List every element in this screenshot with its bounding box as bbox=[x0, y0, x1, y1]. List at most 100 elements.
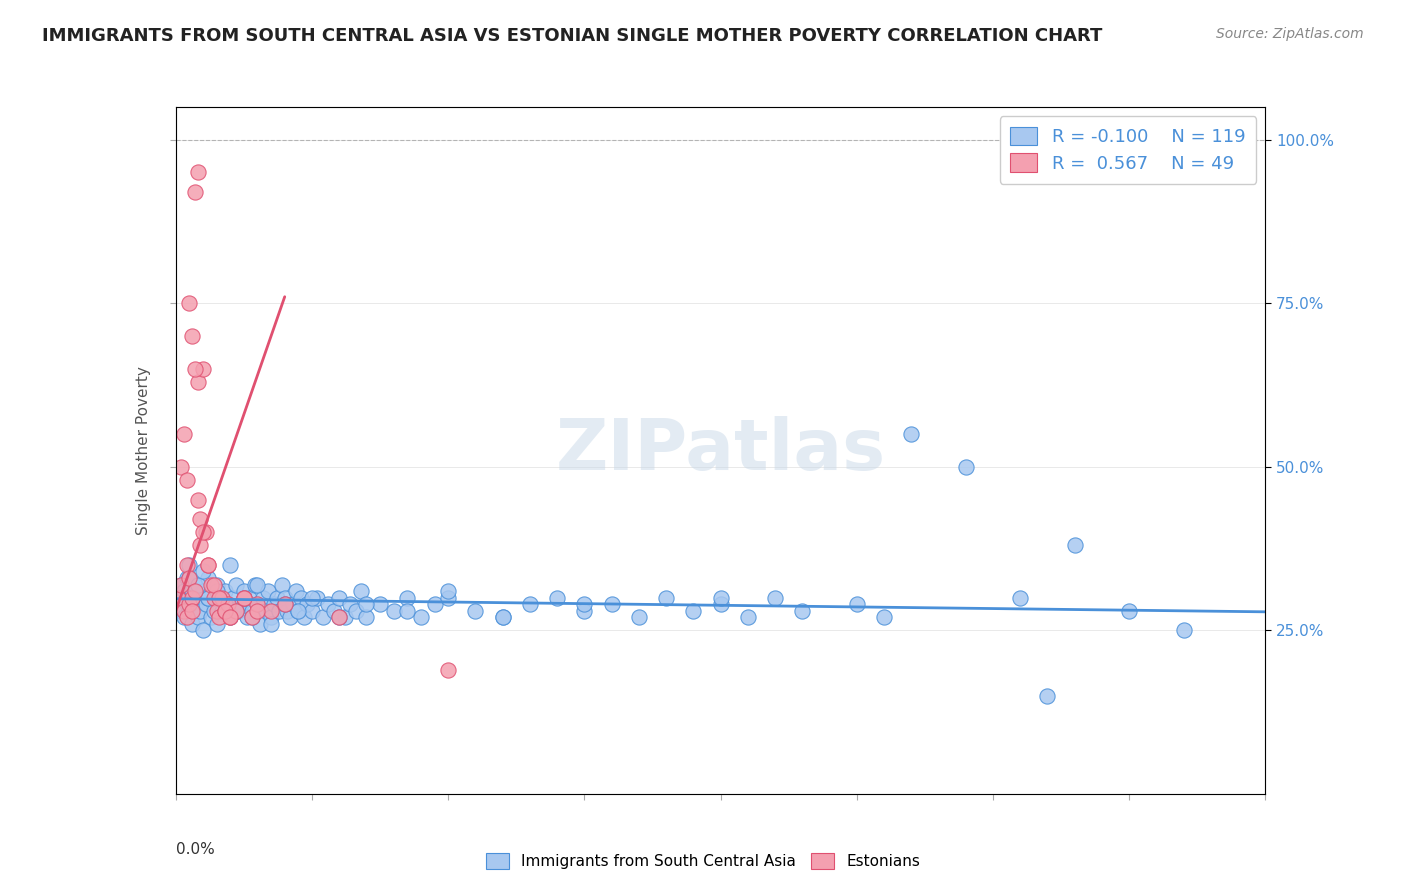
Point bbox=[301, 604, 323, 618]
Point bbox=[173, 604, 195, 618]
Point bbox=[873, 610, 896, 624]
Point bbox=[197, 591, 219, 605]
Point bbox=[263, 597, 285, 611]
Point bbox=[179, 604, 201, 618]
Legend: Immigrants from South Central Asia, Estonians: Immigrants from South Central Asia, Esto… bbox=[479, 847, 927, 875]
Point bbox=[186, 577, 209, 591]
Point bbox=[437, 591, 460, 605]
Point bbox=[492, 610, 515, 624]
Point bbox=[269, 604, 291, 618]
Point bbox=[254, 604, 277, 618]
Point bbox=[232, 591, 254, 605]
Text: 0.0%: 0.0% bbox=[176, 842, 215, 857]
Point bbox=[235, 610, 257, 624]
Point bbox=[188, 604, 211, 618]
Point bbox=[191, 361, 214, 376]
Point bbox=[339, 597, 361, 611]
Point bbox=[246, 597, 269, 611]
Point bbox=[437, 663, 460, 677]
Point bbox=[350, 584, 373, 599]
Point bbox=[186, 591, 209, 605]
Point bbox=[170, 604, 193, 618]
Point bbox=[225, 604, 247, 618]
Point bbox=[219, 558, 242, 572]
Point bbox=[225, 577, 247, 591]
Point bbox=[179, 558, 201, 572]
Point bbox=[238, 591, 260, 605]
Point bbox=[290, 591, 312, 605]
Point bbox=[208, 591, 231, 605]
Point bbox=[176, 473, 198, 487]
Point bbox=[246, 604, 269, 618]
Point bbox=[260, 610, 283, 624]
Point bbox=[437, 584, 460, 599]
Point bbox=[546, 591, 568, 605]
Point bbox=[208, 591, 231, 605]
Point bbox=[202, 577, 225, 591]
Point bbox=[278, 610, 301, 624]
Point bbox=[333, 610, 356, 624]
Point bbox=[176, 597, 198, 611]
Point bbox=[228, 604, 250, 618]
Text: Source: ZipAtlas.com: Source: ZipAtlas.com bbox=[1216, 27, 1364, 41]
Point bbox=[240, 604, 263, 618]
Point bbox=[179, 571, 201, 585]
Point bbox=[170, 577, 193, 591]
Point bbox=[170, 577, 193, 591]
Point bbox=[328, 591, 350, 605]
Point bbox=[197, 571, 219, 585]
Point bbox=[208, 610, 231, 624]
Point bbox=[240, 610, 263, 624]
Point bbox=[181, 591, 204, 605]
Point bbox=[423, 597, 446, 611]
Point bbox=[246, 577, 269, 591]
Point bbox=[274, 591, 297, 605]
Point bbox=[243, 577, 266, 591]
Point bbox=[184, 577, 207, 591]
Point bbox=[184, 185, 207, 199]
Point bbox=[276, 604, 298, 618]
Point bbox=[179, 296, 201, 310]
Point bbox=[281, 597, 304, 611]
Point bbox=[179, 591, 201, 605]
Point bbox=[205, 577, 228, 591]
Point bbox=[188, 512, 211, 526]
Point bbox=[260, 616, 283, 631]
Point bbox=[219, 610, 242, 624]
Point bbox=[763, 591, 786, 605]
Point bbox=[287, 604, 309, 618]
Point bbox=[167, 591, 190, 605]
Point bbox=[682, 604, 704, 618]
Point bbox=[197, 558, 219, 572]
Point bbox=[214, 584, 236, 599]
Point bbox=[173, 610, 195, 624]
Point bbox=[257, 584, 280, 599]
Point bbox=[710, 591, 733, 605]
Point bbox=[184, 361, 207, 376]
Point bbox=[574, 604, 596, 618]
Point bbox=[205, 604, 228, 618]
Point bbox=[191, 525, 214, 540]
Point bbox=[737, 610, 759, 624]
Point bbox=[205, 584, 228, 599]
Point bbox=[274, 597, 297, 611]
Point bbox=[181, 604, 204, 618]
Point bbox=[396, 604, 419, 618]
Point bbox=[252, 591, 274, 605]
Point bbox=[328, 610, 350, 624]
Point bbox=[1063, 538, 1085, 552]
Point bbox=[600, 597, 623, 611]
Point bbox=[186, 375, 209, 389]
Point bbox=[284, 584, 307, 599]
Point bbox=[194, 525, 217, 540]
Point bbox=[249, 616, 271, 631]
Point bbox=[292, 610, 315, 624]
Point bbox=[219, 610, 242, 624]
Point bbox=[232, 591, 254, 605]
Point bbox=[200, 610, 222, 624]
Point bbox=[191, 624, 214, 638]
Point bbox=[464, 604, 486, 618]
Point bbox=[181, 616, 204, 631]
Point bbox=[710, 597, 733, 611]
Point bbox=[232, 591, 254, 605]
